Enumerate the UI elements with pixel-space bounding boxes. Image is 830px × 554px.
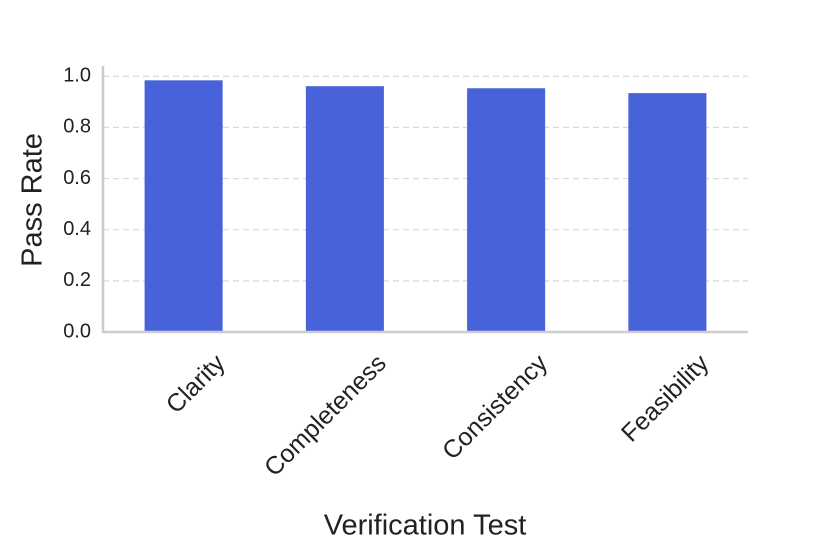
- bar: [144, 80, 223, 332]
- bar: [467, 88, 546, 332]
- x-tick-label: Consistency: [437, 349, 553, 465]
- x-tick-label: Clarity: [161, 349, 231, 419]
- bar: [305, 86, 384, 332]
- y-axis-label: Pass Rate: [17, 133, 49, 267]
- x-tick-label: Feasibility: [616, 349, 715, 448]
- y-tick-label: 1.0: [63, 65, 91, 87]
- y-tick-label: 0.6: [63, 167, 91, 189]
- x-tick-label: Completeness: [259, 349, 392, 482]
- y-tick-label: 0.8: [63, 116, 91, 138]
- y-tick-label: 0.0: [63, 320, 91, 342]
- y-tick-label: 0.4: [63, 218, 91, 240]
- x-axis-label: Verification Test: [324, 510, 527, 542]
- bar: [628, 93, 707, 332]
- y-tick-label: 0.2: [63, 269, 91, 291]
